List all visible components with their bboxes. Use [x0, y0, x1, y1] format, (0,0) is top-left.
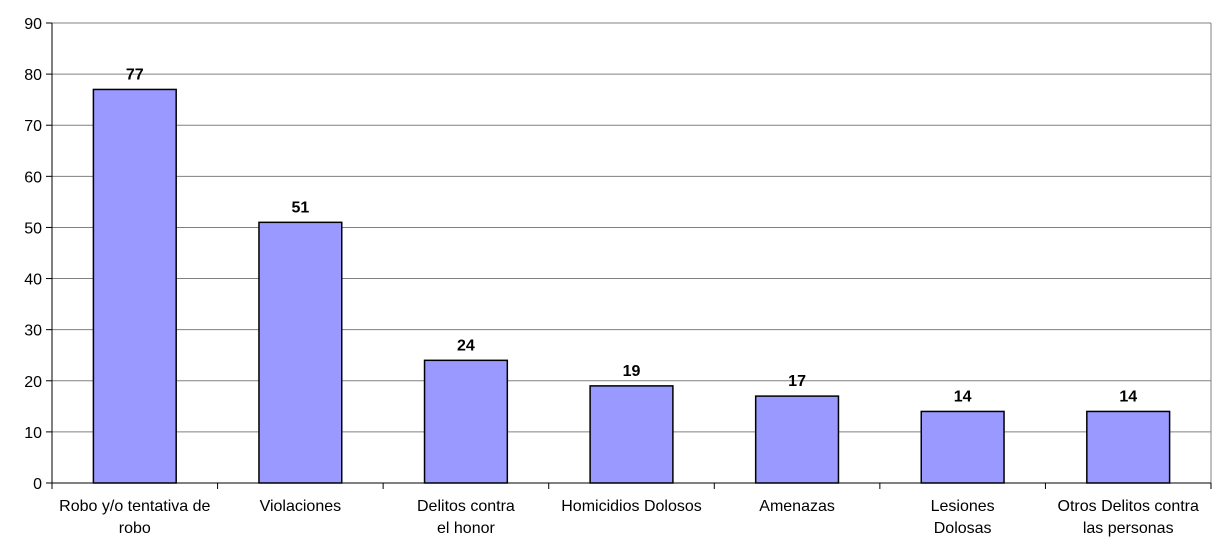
- x-category-label: robo: [119, 520, 151, 537]
- y-tick-label: 10: [24, 425, 42, 442]
- bar: [425, 360, 508, 483]
- y-tick-label: 20: [24, 374, 42, 391]
- y-tick-label: 80: [24, 67, 42, 84]
- x-category-label: Homicidios Dolosos: [561, 498, 702, 515]
- bar: [921, 411, 1004, 483]
- x-category-label: Violaciones: [260, 498, 342, 515]
- bar: [93, 89, 176, 483]
- y-tick-label: 40: [24, 272, 42, 289]
- y-tick-label: 0: [33, 476, 42, 493]
- bar: [259, 222, 342, 483]
- data-label: 14: [1119, 388, 1137, 405]
- x-category-label: Robo y/o tentativa de: [59, 498, 210, 515]
- x-category-label: el honor: [437, 520, 495, 537]
- x-category-label: Amenazas: [759, 498, 835, 515]
- y-tick-label: 90: [24, 16, 42, 33]
- data-label: 17: [788, 373, 806, 390]
- y-tick-label: 50: [24, 220, 42, 237]
- bar: [756, 396, 839, 483]
- y-axis: 0 10 20 30 40 50 60 70 80 90: [24, 16, 52, 493]
- data-label: 77: [126, 66, 144, 83]
- x-category-label: Lesiones: [931, 498, 995, 515]
- x-axis: Robo y/o tentativa de robo Violaciones Deli…: [52, 483, 1211, 537]
- data-label: 19: [623, 363, 641, 380]
- bars: [93, 89, 1169, 483]
- y-tick-label: 60: [24, 169, 42, 186]
- y-tick-label: 30: [24, 323, 42, 340]
- bar: [590, 386, 673, 483]
- x-category-label: Delitos contra: [417, 498, 515, 515]
- y-tick-label: 70: [24, 118, 42, 135]
- x-category-label: Dolosas: [934, 520, 992, 537]
- data-label: 51: [291, 199, 309, 216]
- data-label: 14: [954, 388, 972, 405]
- x-category-label: Otros Delitos contra: [1058, 498, 1199, 515]
- bar: [1087, 411, 1170, 483]
- x-category-label: las personas: [1083, 520, 1174, 537]
- data-label: 24: [457, 337, 475, 354]
